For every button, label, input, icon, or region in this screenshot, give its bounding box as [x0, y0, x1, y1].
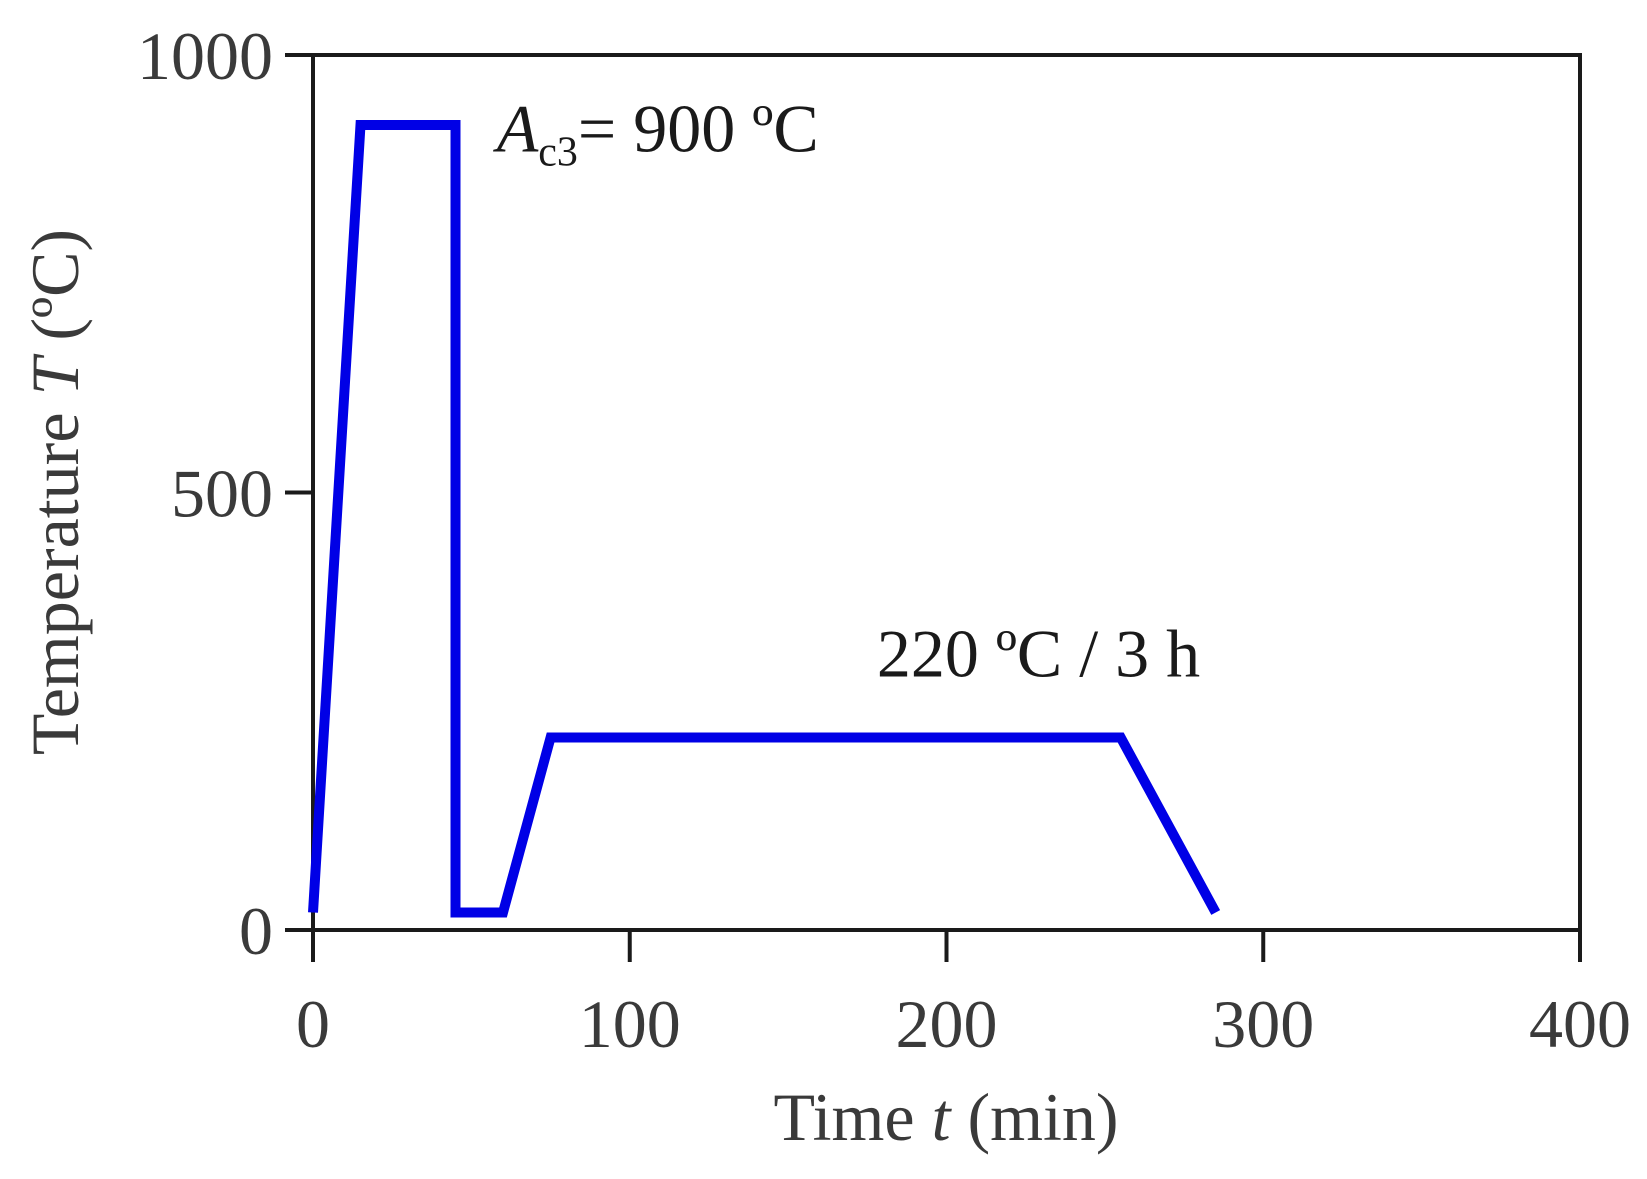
annotation-ac3: Ac3= 900 ºC: [493, 90, 819, 175]
y-axis-title: Temperature T (ºC): [17, 229, 93, 755]
x-tick-label: 200: [896, 986, 998, 1062]
plot-frame: [311, 53, 1582, 932]
y-tick-label: 500: [171, 456, 273, 532]
tick-labels: 0 100 200 300 400 0 500 1000: [137, 18, 1631, 1062]
x-tick-label: 400: [1529, 986, 1631, 1062]
series-line: [308, 120, 1221, 918]
axis-ticks: [285, 53, 1582, 962]
y-tick-label: 0: [239, 893, 273, 969]
x-tick-label: 300: [1212, 986, 1314, 1062]
annotation-tempering: 220 ºC / 3 h: [877, 615, 1200, 691]
x-tick-label: 0: [296, 986, 330, 1062]
x-axis-title: Time t (min): [773, 1079, 1118, 1155]
y-tick-label: 1000: [137, 18, 273, 94]
x-tick-label: 100: [579, 986, 681, 1062]
